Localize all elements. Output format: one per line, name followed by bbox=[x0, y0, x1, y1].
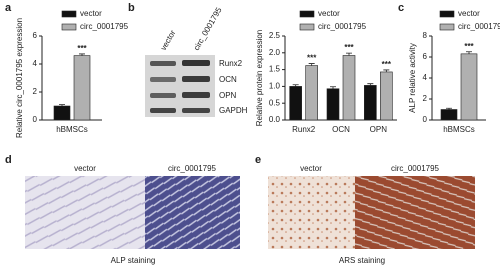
legend-swatch bbox=[299, 10, 315, 18]
legend-swatch bbox=[439, 23, 455, 31]
blot-row: Runx2 bbox=[219, 59, 243, 68]
blot-row: OPN bbox=[219, 91, 237, 100]
x-tick-label: hBMSCs bbox=[56, 125, 88, 134]
y-tick-label: 6 bbox=[423, 52, 428, 61]
error-bar bbox=[383, 69, 390, 72]
panel-label: d bbox=[5, 154, 12, 166]
staining-e: vector circ_0001795 ARS staining bbox=[268, 164, 475, 265]
y-axis-label: Relative circ_0001795 expression bbox=[15, 18, 24, 138]
legend-label: circ_0001795 bbox=[458, 22, 500, 31]
panel-label: c bbox=[398, 2, 404, 14]
bar bbox=[289, 86, 302, 121]
band bbox=[150, 93, 176, 98]
stain-caption: ARS staining bbox=[339, 256, 385, 265]
stain-image bbox=[145, 176, 240, 249]
legend-label: vector bbox=[80, 9, 102, 18]
legend-swatch bbox=[61, 23, 77, 31]
significance: *** bbox=[344, 43, 354, 52]
stain-column: vector bbox=[74, 164, 96, 173]
x-tick-label: OCN bbox=[332, 125, 350, 134]
panel-label: b bbox=[128, 2, 135, 14]
bar bbox=[342, 55, 356, 121]
legend-label: circ_0001795 bbox=[318, 22, 367, 31]
y-axis-label: ALP relative activity bbox=[408, 43, 417, 113]
band bbox=[150, 77, 176, 82]
stain-caption: ALP staining bbox=[111, 256, 156, 265]
bar bbox=[73, 55, 91, 121]
y-tick-label: 2 bbox=[33, 87, 38, 96]
y-tick-label: 2.0 bbox=[269, 48, 281, 57]
error-bar bbox=[79, 53, 85, 56]
y-tick-label: 4 bbox=[423, 73, 428, 82]
stain-column: circ_0001795 bbox=[391, 164, 440, 173]
y-tick-label: 2.5 bbox=[269, 31, 281, 40]
band bbox=[150, 61, 176, 66]
bar bbox=[460, 53, 478, 121]
band bbox=[150, 108, 176, 113]
error-bar bbox=[367, 83, 374, 86]
legend-label: vector bbox=[458, 9, 480, 18]
y-tick-label: 2 bbox=[423, 94, 428, 103]
blot: vector circ_0001795 Runx2 OCN OPN GAPDH bbox=[145, 5, 248, 117]
y-tick-label: 0 bbox=[423, 115, 428, 124]
y-tick-label: 0 bbox=[33, 115, 38, 124]
panel-label: e bbox=[255, 154, 261, 166]
blot-column: circ_0001795 bbox=[192, 5, 224, 52]
error-bar bbox=[446, 107, 452, 110]
x-tick-label: hBMSCs bbox=[443, 125, 475, 134]
legend-swatch bbox=[439, 10, 455, 18]
x-tick-label: OPN bbox=[370, 125, 388, 134]
stain-column: circ_0001795 bbox=[168, 164, 217, 173]
y-tick-label: 1.0 bbox=[269, 82, 281, 91]
band bbox=[182, 60, 210, 66]
x-tick-label: Runx2 bbox=[292, 125, 316, 134]
y-tick-label: 6 bbox=[33, 31, 38, 40]
stain-image bbox=[355, 176, 475, 249]
bar bbox=[305, 65, 318, 121]
bar bbox=[380, 71, 393, 121]
legend-label: vector bbox=[318, 9, 340, 18]
panel-label: a bbox=[5, 2, 12, 14]
y-tick-label: 8 bbox=[423, 31, 428, 40]
significance: *** bbox=[307, 54, 317, 63]
error-bar bbox=[330, 86, 336, 89]
blot-column: vector bbox=[159, 28, 178, 52]
stain-image bbox=[25, 176, 145, 249]
bar bbox=[364, 85, 377, 121]
legend-swatch bbox=[61, 10, 77, 18]
y-axis-label: Relative protein expression bbox=[255, 30, 264, 127]
bar bbox=[53, 105, 71, 121]
error-bar bbox=[59, 104, 65, 106]
stain-column: vector bbox=[300, 164, 322, 173]
error-bar bbox=[466, 51, 472, 54]
legend-label: circ_0001795 bbox=[80, 22, 129, 31]
error-bar bbox=[308, 63, 315, 66]
band bbox=[182, 108, 210, 113]
significance: *** bbox=[382, 60, 392, 69]
blot-row: GAPDH bbox=[219, 106, 248, 115]
error-bar bbox=[292, 84, 299, 87]
blot-row: OCN bbox=[219, 75, 237, 84]
staining-d: vector circ_0001795 ALP staining bbox=[25, 164, 240, 265]
band bbox=[182, 76, 210, 82]
bar bbox=[326, 88, 340, 121]
error-bar bbox=[346, 52, 352, 56]
band bbox=[182, 92, 210, 98]
significance: *** bbox=[464, 42, 474, 51]
significance: *** bbox=[77, 44, 87, 53]
y-tick-label: 4 bbox=[33, 59, 38, 68]
bar bbox=[440, 109, 458, 121]
y-tick-label: 0.5 bbox=[269, 98, 281, 107]
stain-image bbox=[268, 176, 355, 249]
y-tick-label: 1.5 bbox=[269, 65, 281, 74]
y-tick-label: 0.0 bbox=[269, 115, 281, 124]
legend-swatch bbox=[299, 23, 315, 31]
